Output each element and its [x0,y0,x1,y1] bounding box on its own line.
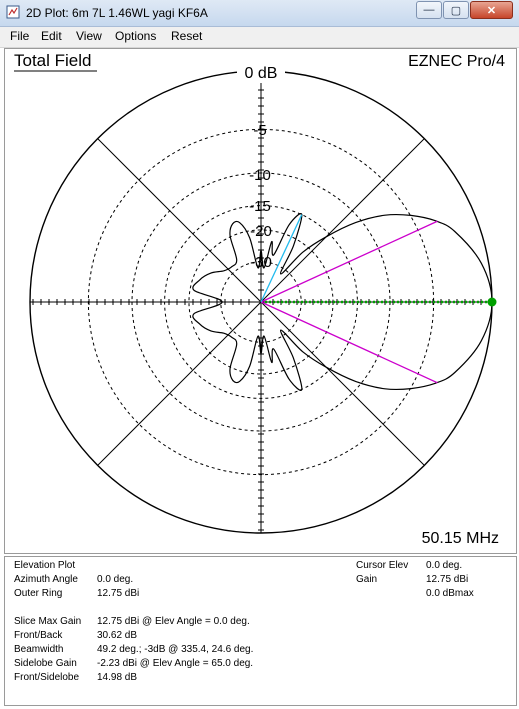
window-title: 2D Plot: 6m 7L 1.46WL yagi KF6A [26,6,208,20]
pattern-layer [192,213,493,391]
radiation-pattern [192,213,493,391]
menu-options[interactable]: Options [115,29,157,43]
maximize-icon: ▢ [450,4,462,17]
outer-ring-value: 12.75 dBi [97,588,140,599]
sidelobe-gain-value: -2.23 dBi @ Elev Angle = 65.0 deg. [97,658,254,669]
plot-type-text: Elevation Plot [14,560,76,571]
eznec-brand: EZNEC Pro/4 [408,53,505,70]
minimize-button[interactable]: — [416,1,442,19]
front-back-label: Front/Back [14,630,63,641]
marker-line-sidelobe [260,214,303,303]
marker-line--3db [260,301,438,384]
azimuth-label: Azimuth Angle [14,574,78,585]
plot-area[interactable]: 0 dB -5 -10 -15 -20 -30 Total Field EZNE… [4,48,517,554]
marker-layer [260,214,497,384]
grid-spoke [97,138,262,303]
front-back-value: 30.62 dB [97,630,138,641]
ring-label-minus20: -20 [250,223,272,240]
ring-label-minus10: -10 [249,167,271,184]
marker-line--3db [260,220,438,303]
ring-label-minus15: -15 [249,198,271,215]
beamwidth-label: Beamwidth [14,644,64,655]
menu-view[interactable]: View [76,29,102,43]
front-sidelobe-label: Front/Sidelobe [14,672,80,683]
menu-file[interactable]: File [10,29,30,43]
frequency-label: 50.15 MHz [422,530,499,547]
sidelobe-gain-label: Sidelobe Gain [14,658,77,669]
outer-ring-label: Outer Ring [14,588,63,599]
polar-plot[interactable]: 0 dB -5 -10 -15 -20 -30 Total Field EZNE… [5,49,516,553]
plot-title: Total Field [14,51,91,70]
cursor-dot [487,297,497,307]
azimuth-value: 0.0 deg. [97,574,134,585]
close-button[interactable]: ✕ [470,1,513,19]
menu-edit[interactable]: Edit [41,29,62,43]
info-panel: Elevation Plot Azimuth Angle 0.0 deg. Ou… [4,556,517,706]
window-titlebar[interactable]: 2D Plot: 6m 7L 1.46WL yagi KF6A — ▢ ✕ [0,0,519,27]
grid-spoke [260,138,425,303]
beamwidth-value: 49.2 deg.; -3dB @ 335.4, 24.6 deg. [97,644,254,655]
ring-label-minus30: -30 [250,254,272,271]
close-icon: ✕ [486,4,497,17]
slice-max-label: Slice Max Gain [14,616,82,627]
cursor-elev-value: 0.0 deg. [426,560,463,571]
maximize-button[interactable]: ▢ [443,1,469,19]
front-sidelobe-value: 14.98 dB [97,672,138,683]
gain-value: 12.75 dBi [426,574,469,585]
cursor-elev-label: Cursor Elev [356,560,409,571]
app-icon [6,5,20,19]
menu-bar: File Edit View Options Reset [0,27,519,48]
gain-dbmax: 0.0 dBmax [426,588,474,599]
gain-label: Gain [356,574,378,585]
ring-label-minus5: -5 [253,122,266,139]
grid-spoke [260,301,425,466]
slice-max-value: 12.75 dBi @ Elev Angle = 0.0 deg. [97,616,250,627]
ring-label-bg [237,61,285,83]
minimize-icon: — [423,4,435,16]
grid-spoke [97,301,262,466]
ring-label-0db: 0 dB [245,65,278,82]
menu-reset[interactable]: Reset [171,29,203,43]
